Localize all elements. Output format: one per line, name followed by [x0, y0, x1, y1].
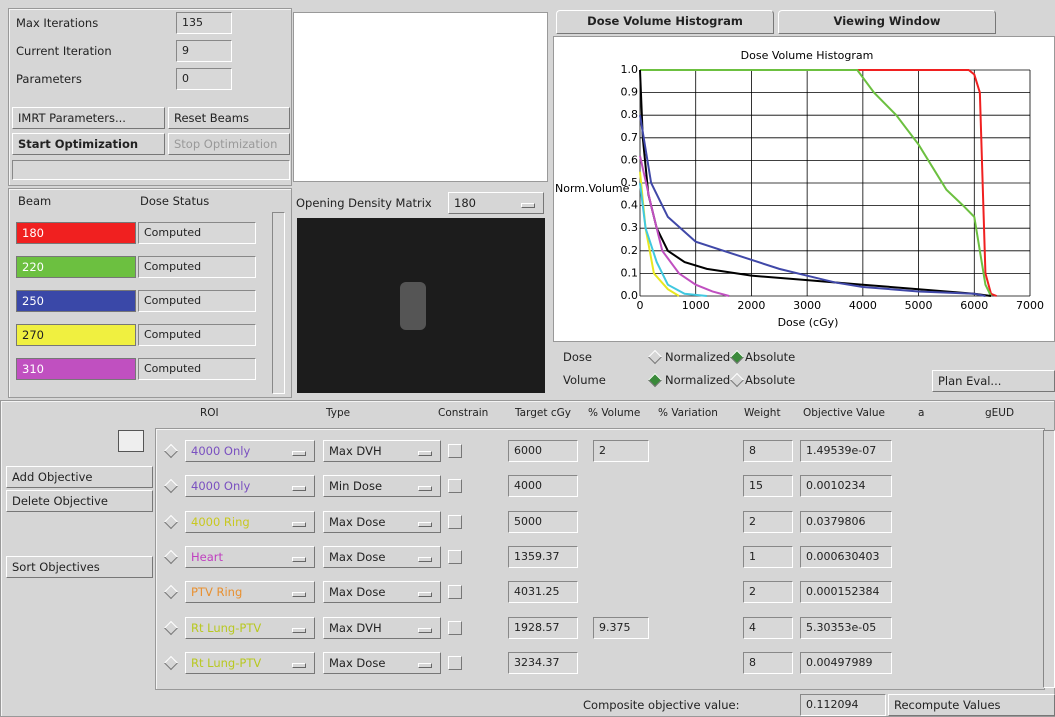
y-tick-label: 0.7 [621, 131, 639, 144]
chart-title: Dose Volume Histogram [741, 49, 874, 62]
page: {"optimization":{"labels":["Max Iteratio… [0, 0, 1055, 717]
y-tick-label: 0.0 [621, 289, 639, 302]
x-tick-label: 6000 [960, 299, 988, 312]
y-tick-label: 0.1 [621, 266, 639, 279]
dvh-chart: Dose Volume Histogram Norm.Volume Dose (cG… [0, 0, 1055, 717]
y-tick-label: 0.6 [621, 153, 639, 166]
y-tick-label: 0.4 [621, 199, 639, 212]
x-axis-label: Dose (cGy) [778, 316, 839, 329]
x-tick-label: 7000 [1016, 299, 1044, 312]
x-tick-label: 3000 [793, 299, 821, 312]
dvh-curve [640, 156, 729, 296]
y-tick-label: 0.3 [621, 221, 639, 234]
x-tick-label: 5000 [905, 299, 933, 312]
x-tick-label: 0 [637, 299, 644, 312]
y-tick-label: 0.8 [621, 108, 639, 121]
y-tick-label: 0.9 [621, 86, 639, 99]
y-axis-label: Norm.Volume [555, 182, 630, 195]
x-tick-label: 2000 [737, 299, 765, 312]
y-tick-label: 0.2 [621, 244, 639, 257]
x-tick-label: 4000 [849, 299, 877, 312]
y-tick-label: 0.5 [621, 176, 639, 189]
y-tick-label: 1.0 [621, 63, 639, 76]
x-tick-label: 1000 [682, 299, 710, 312]
